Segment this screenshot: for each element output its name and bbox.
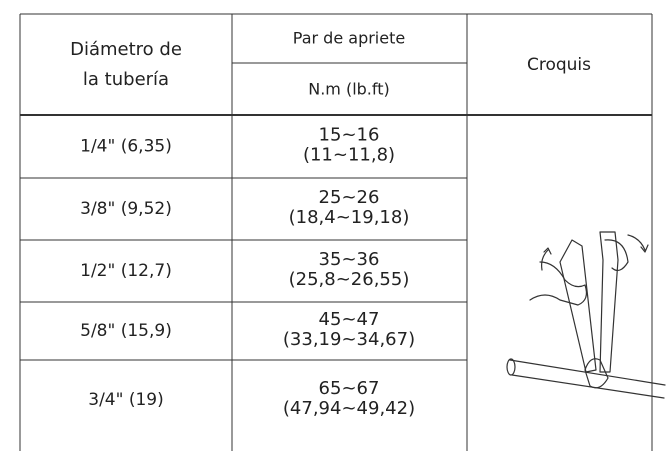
hand — [604, 239, 629, 272]
torque-value: (25,8~26,55) — [289, 269, 410, 290]
header-text: N.m (lb.ft) — [308, 80, 390, 99]
pipe-diameter: 5/8" (15,9) — [80, 321, 172, 341]
torque-value: 45~47 — [319, 309, 380, 330]
torque-value: 25~26 — [319, 187, 380, 208]
arrow — [627, 234, 649, 253]
table-rules — [19, 13, 653, 451]
pipe-diameter: 3/8" (9,52) — [80, 199, 172, 219]
pipe — [509, 359, 666, 399]
wrench-left — [559, 239, 597, 373]
torque-value: (33,19~34,67) — [283, 329, 415, 350]
torque-value: (11~11,8) — [303, 145, 395, 166]
header-text: la tubería — [83, 69, 169, 90]
nut — [584, 358, 609, 389]
sketch — [506, 231, 666, 399]
torque-value: (47,94~49,42) — [283, 398, 415, 419]
pipe-diameter: 1/2" (12,7) — [80, 261, 172, 281]
header-text: Diámetro de — [70, 39, 182, 60]
pipe-end — [506, 358, 516, 376]
torque-value: 15~16 — [319, 125, 380, 146]
pipe-diameter: 1/4" (6,35) — [80, 137, 172, 157]
torque-value: (18,4~19,18) — [289, 207, 410, 228]
header-text: Croquis — [527, 55, 591, 75]
torque-value: 65~67 — [319, 378, 380, 399]
header-text: Par de apriete — [293, 29, 405, 48]
arrow — [541, 247, 552, 271]
hand — [529, 261, 588, 306]
wrench-right — [599, 231, 619, 373]
table-body: 1/4" (6,35) 15~16(11~11,8) 3/8" (9,52) 25~2… — [80, 125, 415, 420]
pipe-diameter: 3/4" (19) — [88, 390, 163, 410]
torque-value: 35~36 — [319, 249, 380, 270]
